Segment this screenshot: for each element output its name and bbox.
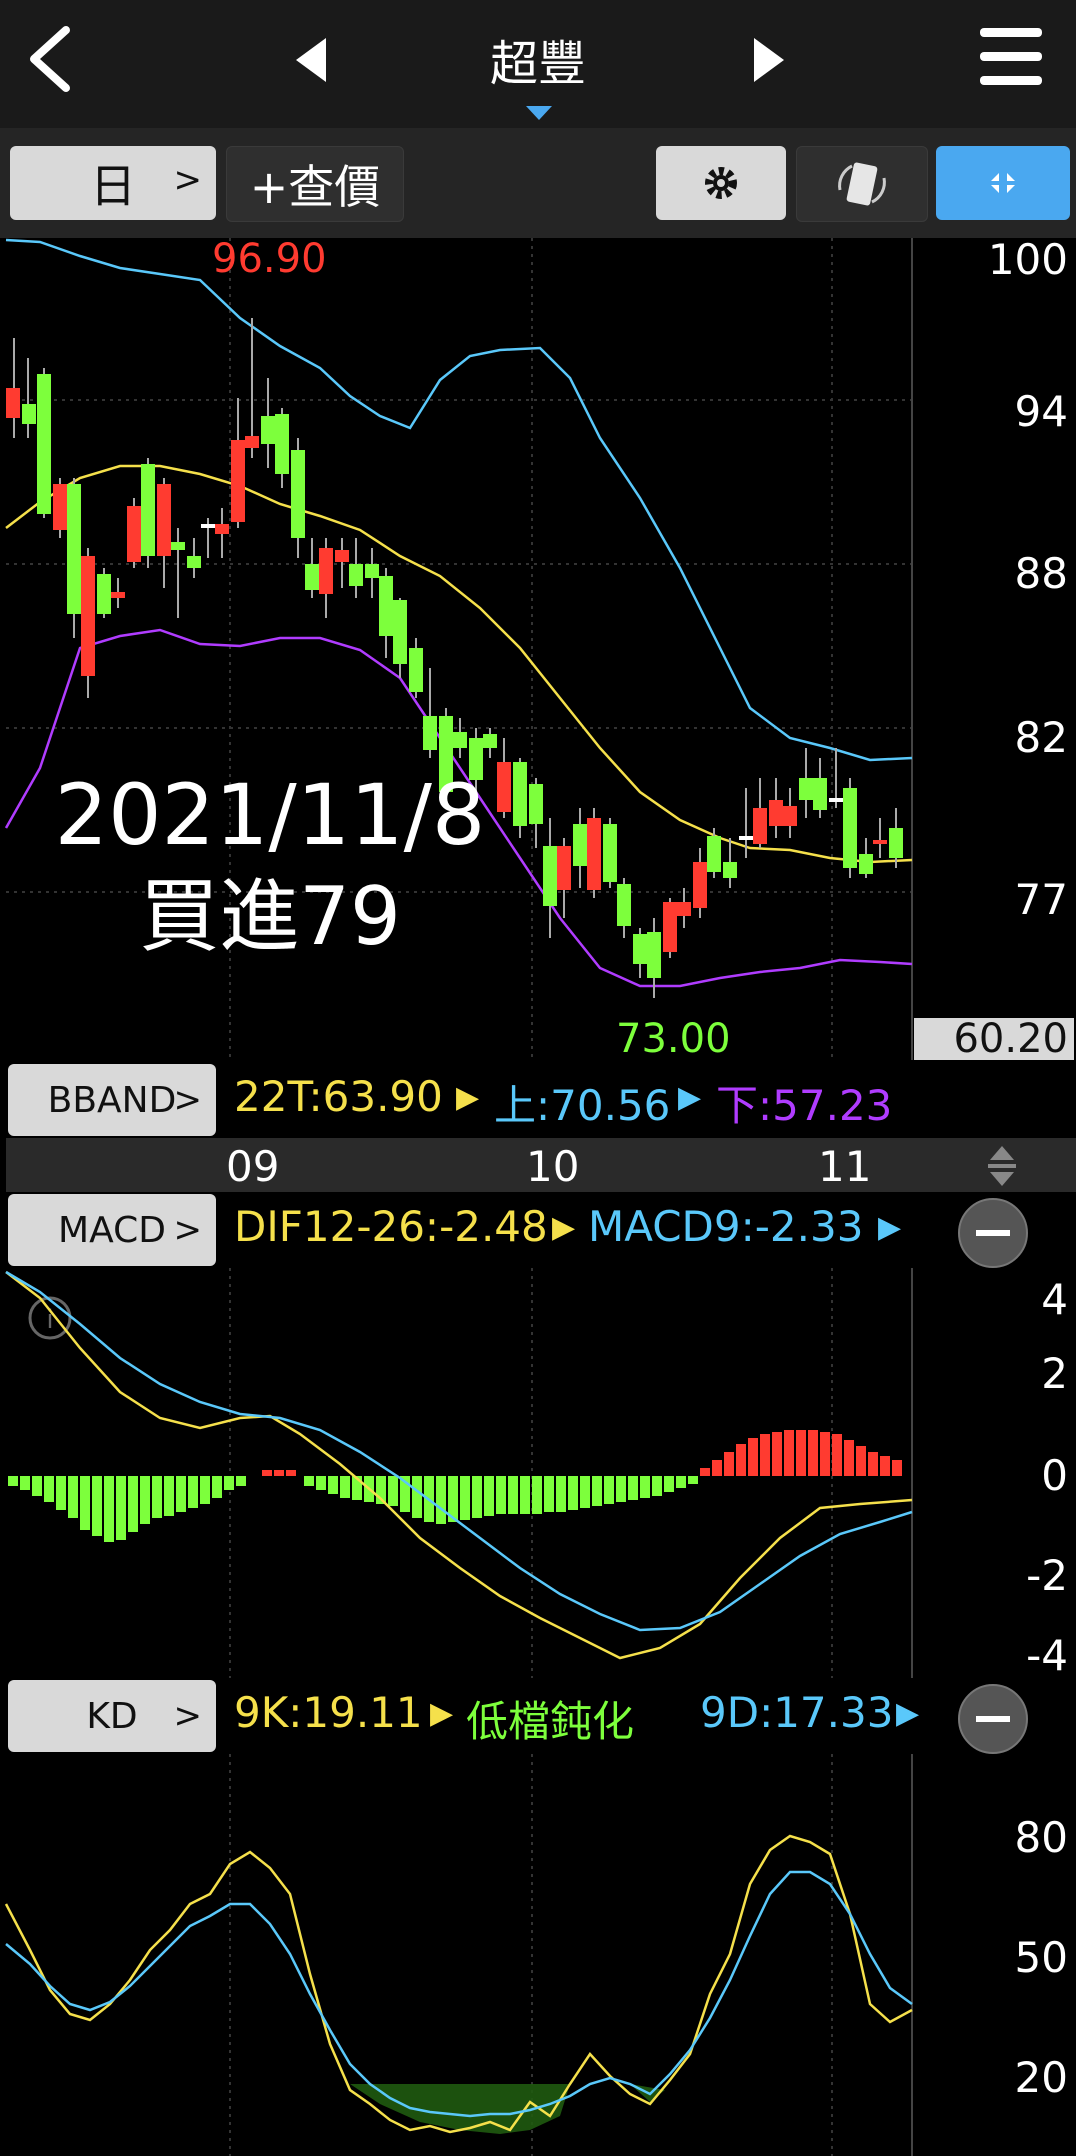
month-label: 10 [526, 1142, 580, 1191]
annotation-action: 買進79 [139, 870, 401, 963]
triangle-marker-icon: ▶ [878, 1210, 902, 1245]
macd-axis-tick: 2 [1041, 1349, 1068, 1398]
macd-axis-tick: 0 [1041, 1451, 1068, 1500]
price-axis-tick: 77 [1015, 875, 1068, 924]
kd-status: 低檔鈍化 [466, 1697, 635, 1746]
kd-indicator-header: KD > 9K:19.11 ▶ 低檔鈍化 9D:17.33 ▶ [0, 1678, 919, 1754]
triangle-marker-icon: ▶ [552, 1210, 576, 1245]
bband-lower-value: 下:57.23 [716, 1081, 893, 1130]
settings-button[interactable] [656, 146, 786, 220]
macd-signal-value: MACD9:-2.33 [588, 1202, 864, 1251]
chevron-right-icon: > [173, 1080, 203, 1120]
current-value-badge [914, 1018, 1074, 1060]
bband-lower-line [4, 628, 913, 988]
back-chevron-icon[interactable] [22, 24, 76, 94]
kd-chart[interactable]: 80 50 20 [0, 1754, 1076, 2156]
collapse-button[interactable] [936, 146, 1070, 220]
kd-d-line [5, 1870, 913, 2118]
resize-handle-icon[interactable] [972, 1142, 1032, 1190]
collapse-arrows-icon [991, 173, 1015, 193]
svg-text:i: i [46, 1305, 53, 1335]
macd-axis-tick: -2 [1026, 1551, 1068, 1600]
chevron-right-icon: > [173, 160, 203, 200]
chart-toolbar: 日 > +查價 [0, 128, 1076, 238]
macd-button[interactable]: MACD > [8, 1194, 216, 1266]
kd-axis-tick: 80 [1015, 1813, 1068, 1862]
annotation-date: 2021/11/8 [55, 766, 486, 864]
menu-hamburger-icon[interactable] [978, 24, 1044, 90]
candlesticks [6, 318, 903, 998]
bband-button[interactable]: BBAND > [8, 1064, 216, 1136]
next-stock-icon[interactable] [748, 36, 788, 84]
macd-dif-line [5, 1271, 913, 1660]
price-chart[interactable]: 96.90 73.00 2021/11/8 買進79 100 94 88 82 … [0, 238, 1076, 1062]
remove-macd-icon[interactable] [958, 1198, 1028, 1268]
macd-axis-tick: 4 [1041, 1275, 1068, 1324]
chevron-right-icon: > [173, 1696, 203, 1736]
kd-button[interactable]: KD > [8, 1680, 216, 1752]
low-price-label: 73.00 [616, 1016, 731, 1062]
triangle-marker-icon: ▶ [456, 1080, 480, 1115]
dropdown-indicator-icon[interactable] [524, 104, 554, 124]
macd-button-label: MACD [58, 1209, 166, 1251]
bband-upper-line [5, 238, 913, 762]
high-price-label: 96.90 [212, 238, 327, 282]
kd-button-label: KD [86, 1695, 138, 1737]
bband-mid-value: 22T:63.90 [234, 1072, 443, 1121]
kd-k-value: 9K:19.11 [234, 1688, 423, 1737]
add-price-button[interactable]: +查價 [226, 146, 404, 222]
triangle-marker-icon: ▶ [678, 1080, 702, 1115]
price-axis-tick: 94 [1015, 387, 1068, 436]
bband-indicator-header: BBAND > 22T:63.90 ▶ 上:70.56 ▶ 下:57.23 [0, 1062, 914, 1138]
page-title: 超豐 [489, 36, 586, 92]
rotate-button[interactable] [796, 146, 928, 222]
bband-upper-value: 上:70.56 [494, 1081, 671, 1130]
bband-button-label: BBAND [47, 1079, 177, 1121]
period-button[interactable]: 日 > [10, 146, 216, 220]
triangle-marker-icon: ▶ [896, 1696, 920, 1731]
price-axis-tick: 82 [1015, 713, 1068, 762]
rotate-icon [838, 162, 886, 206]
prev-stock-icon[interactable] [292, 36, 332, 84]
macd-indicator-header: MACD > DIF12-26:-2.48 ▶ MACD9:-2.33 ▶ [0, 1192, 914, 1268]
macd-chart[interactable]: i [0, 1268, 1076, 1678]
top-bar: 超豐 [0, 0, 1076, 128]
current-value-label: 60.20 [953, 1016, 1068, 1062]
remove-kd-icon[interactable] [958, 1684, 1028, 1754]
triangle-marker-icon: ▶ [430, 1696, 454, 1731]
price-axis-tick: 100 [988, 238, 1068, 284]
kd-k-line [4, 1834, 913, 2134]
info-icon [28, 1296, 72, 1340]
month-label: 09 [226, 1142, 280, 1191]
macd-signal-line [5, 1270, 913, 1632]
macd-dif-value: DIF12-26:-2.48 [234, 1202, 548, 1251]
chevron-right-icon: > [173, 1210, 203, 1250]
kd-axis-tick: 50 [1015, 1933, 1068, 1982]
month-axis: 09 10 11 [6, 1138, 1076, 1192]
price-axis-tick: 88 [1015, 549, 1068, 598]
macd-axis-tick: -4 [1026, 1631, 1068, 1678]
gear-icon [705, 167, 737, 199]
kd-d-value: 9D:17.33 [700, 1688, 894, 1737]
month-label: 11 [818, 1142, 872, 1191]
kd-axis-tick: 20 [1015, 2053, 1068, 2102]
period-label: 日 [90, 159, 136, 213]
